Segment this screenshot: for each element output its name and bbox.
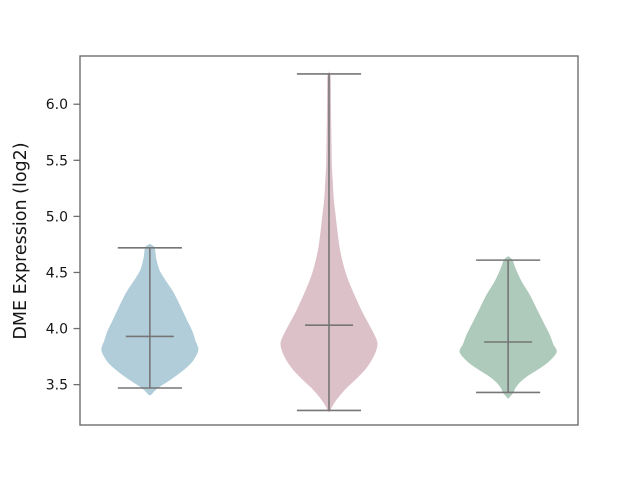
y-tick-label: 4.5 [46,265,68,281]
y-axis-label: DME Expression (log2) [11,142,31,339]
violin-1 [101,243,199,396]
y-tick-label: 3.5 [46,378,68,394]
y-tick-label: 6.0 [46,97,68,113]
violin-2 [280,70,378,413]
y-tick-label: 4.0 [46,322,68,338]
violin-3 [459,256,557,399]
violins [101,70,557,413]
y-tick-label: 5.5 [46,153,68,169]
y-axis-ticks: 6.0 5.5 5.0 4.5 4.0 3.5 [46,97,80,394]
y-tick-label: 5.0 [46,209,68,225]
